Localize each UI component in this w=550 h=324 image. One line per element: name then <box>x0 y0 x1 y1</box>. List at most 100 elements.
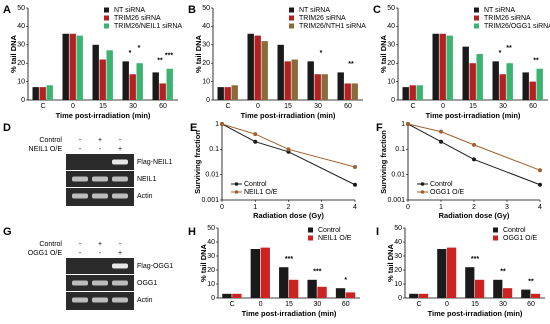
panel: I 0 10 20 30 40 50 % tail DNA Time post-irradiat… <box>376 225 545 318</box>
bar <box>136 63 143 100</box>
y-tick-label: 40 <box>17 23 25 30</box>
x-tick-label: 2 <box>287 204 291 211</box>
legend-swatch <box>308 227 313 233</box>
bar <box>503 288 513 298</box>
bar <box>166 68 173 100</box>
bar <box>475 279 485 298</box>
bar <box>476 54 483 100</box>
significance: *** <box>471 256 479 263</box>
bar <box>462 46 469 100</box>
x-tick-label: 60 <box>159 103 167 110</box>
panel-letter: C <box>373 4 381 16</box>
bar <box>321 74 328 100</box>
y-tick-label: 30 <box>394 253 402 260</box>
bar <box>159 83 166 100</box>
x-axis-label: Time post-irradiation (min) <box>428 309 523 318</box>
bar <box>447 247 457 298</box>
condition-sign: - <box>79 137 82 144</box>
y-tick-label: 40 <box>387 23 395 30</box>
x-tick-label: 0 <box>441 103 445 110</box>
bar <box>506 63 513 100</box>
bar <box>351 83 358 100</box>
bar <box>291 59 298 100</box>
y-axis-label: % tail DNA <box>9 34 18 73</box>
x-tick-label: 15 <box>469 103 477 110</box>
significance: * <box>129 50 132 57</box>
bar <box>531 293 541 298</box>
significance: *** <box>313 269 321 276</box>
x-tick-label: 60 <box>342 301 350 308</box>
blot-band <box>72 193 88 199</box>
y-tick-label: 50 <box>17 5 25 12</box>
blot-band <box>112 280 128 286</box>
bar <box>69 33 76 101</box>
y-tick-label: 10 <box>207 281 215 288</box>
y-tick-label: 10 <box>17 78 25 85</box>
x-tick-label: 30 <box>129 103 137 110</box>
significance: ** <box>533 58 539 65</box>
series-line <box>221 123 356 168</box>
y-tick-label: 0 <box>398 295 402 302</box>
band-label: OGG1 <box>137 280 157 287</box>
legend-label: TRIM26 siRNA <box>299 15 346 22</box>
point <box>538 168 542 173</box>
x-axis-label: Time post-irradiation (min) <box>56 111 151 120</box>
y-tick-label: 0 <box>391 97 395 104</box>
significance: * <box>499 50 502 57</box>
condition-sign: - <box>99 146 102 153</box>
bar <box>465 267 475 298</box>
series-line <box>407 123 541 171</box>
point <box>538 182 542 187</box>
band-label: NEIL1 <box>137 176 157 183</box>
panel-letter: B <box>188 4 196 16</box>
condition-sign: - <box>99 250 102 257</box>
blot-band <box>72 176 88 182</box>
x-tick-label: 2 <box>472 204 476 211</box>
bar <box>469 63 476 100</box>
bar <box>314 74 321 100</box>
x-tick-label: C <box>225 103 230 110</box>
x-tick-label: 3 <box>320 204 324 211</box>
blot-band <box>92 176 108 182</box>
condition-sign: - <box>79 241 82 248</box>
blot-band <box>112 193 128 199</box>
y-tick-label: 0 <box>21 97 25 104</box>
x-tick-label: 15 <box>285 301 293 308</box>
bar <box>437 249 447 298</box>
y-tick-label: 20 <box>17 60 25 67</box>
band-label: Actin <box>137 193 153 200</box>
x-tick-label: 4 <box>538 204 542 211</box>
y-axis-label: % tail DNA <box>379 34 388 73</box>
y-tick-label: 20 <box>202 60 210 67</box>
point <box>439 139 443 144</box>
bar <box>39 87 46 100</box>
bar <box>129 74 136 100</box>
legend-label: TRIM26 siRNA <box>484 15 531 22</box>
bar <box>446 35 453 100</box>
point <box>253 132 258 137</box>
y-tick-label: 0.01 <box>205 172 219 179</box>
legend-label: TRIM26/NEIL1 siRNA <box>114 23 182 30</box>
panel-letter: E <box>190 122 197 134</box>
legend-label: NT siRNA <box>299 7 330 14</box>
bar <box>521 289 531 298</box>
blot-band <box>92 297 108 303</box>
bar <box>499 74 506 100</box>
x-tick-label: 60 <box>527 301 535 308</box>
blot-band <box>72 297 88 303</box>
significance: ** <box>157 58 163 65</box>
legend-label: Control <box>244 181 267 188</box>
bar <box>122 61 129 100</box>
x-tick-label: 0 <box>256 103 260 110</box>
panel: H 0 10 20 30 40 50 % tail DNA Time post-irradiat… <box>188 225 360 318</box>
bar <box>284 61 291 100</box>
y-tick-label: 0.1 <box>395 146 405 153</box>
bar <box>217 87 224 100</box>
x-tick-label: 0 <box>71 103 75 110</box>
bar <box>493 279 503 298</box>
legend-label: OGG1 O/E <box>430 189 465 196</box>
y-tick-label: 30 <box>387 42 395 49</box>
point <box>286 147 291 152</box>
y-tick-label: 50 <box>207 225 215 232</box>
point <box>353 165 357 170</box>
